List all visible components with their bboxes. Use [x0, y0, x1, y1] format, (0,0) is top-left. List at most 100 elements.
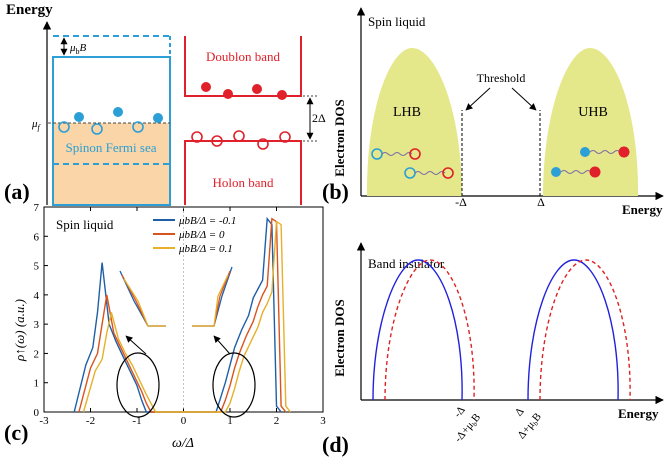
x-tick-label: -1	[132, 415, 141, 427]
panel-c-lines	[73, 216, 291, 413]
inset-left-line-0	[119, 270, 166, 327]
x-tick-label: 3	[320, 415, 326, 427]
doublon	[201, 82, 211, 92]
panel-b-label: (b)	[322, 179, 349, 204]
holon	[279, 131, 291, 143]
panel-c: -3 -2 -1 0 1 2 3 0 1 2 3 4 5 6 7 Spin liquid μbB/Δ = -…	[4, 202, 326, 451]
lower-band-solid	[372, 259, 463, 401]
y-tick-label: 5	[34, 261, 40, 273]
panel-c-insets	[119, 266, 233, 327]
upper-band-dashed	[539, 259, 631, 401]
doublon	[252, 84, 262, 94]
panel-a-label: (a)	[4, 179, 30, 204]
holon	[409, 148, 421, 160]
y-tick-label: 1	[34, 378, 40, 390]
spinon-filled	[113, 107, 123, 117]
panel-d-ylabel: Electron DOS	[332, 299, 347, 376]
zeeman-label: μbB	[69, 42, 87, 56]
inset-right-line-2	[192, 274, 229, 327]
panel-d: Electron DOS Energy Band insulator -Δ -Δ…	[322, 242, 664, 457]
y-tick-label: 7	[34, 202, 40, 214]
y-tick-label: 2	[34, 348, 40, 360]
legend-label-0: μbB/Δ = -0.1	[178, 215, 236, 227]
series-line-0	[73, 216, 282, 413]
holon	[257, 138, 269, 150]
inset-left-line-2	[123, 278, 166, 327]
x-tick-label: 0	[181, 415, 187, 427]
panel-a: Energy μbB μf Spinon Fermi sea Doublon b…	[4, 2, 326, 206]
panel-d-xlabel: Energy	[618, 406, 659, 421]
lhb-dos	[366, 48, 462, 196]
spinon-filled	[74, 112, 84, 122]
panel-c-legend: μbB/Δ = -0.1 μbB/Δ = 0 μbB/Δ = 0.1	[153, 215, 236, 255]
spinon-hole	[58, 121, 70, 133]
threshold-label: Threshold	[477, 71, 526, 85]
panel-c-ticks: -3 -2 -1 0 1 2 3 0 1 2 3 4 5 6 7	[34, 202, 327, 427]
holon	[233, 130, 245, 142]
lhb-label: LHB	[393, 105, 421, 120]
lower-band-dashed	[384, 259, 475, 401]
spinon-filled	[580, 147, 590, 157]
zoom-circle-left	[116, 352, 160, 418]
y-tick-label: 4	[34, 290, 40, 302]
panel-b-xlabel: Energy	[622, 202, 663, 217]
y-tick-label: 6	[34, 231, 40, 243]
holon	[191, 131, 203, 143]
threshold-arrow-left	[465, 87, 491, 111]
zoom-circle-right	[212, 352, 256, 418]
panel-d-tick-pos-delta: Δ	[513, 406, 527, 419]
y-tick-label: 0	[34, 407, 40, 419]
zoom-arrow-right	[213, 335, 231, 355]
x-tick-label: 1	[227, 415, 233, 427]
doublon	[618, 146, 630, 158]
legend-label-2: μbB/Δ = 0.1	[178, 243, 233, 255]
string-wave	[381, 152, 413, 156]
panel-a-energy-label: Energy	[6, 2, 53, 18]
panel-d-tick-neg-delta: -Δ	[452, 404, 468, 420]
x-tick-label: -2	[86, 415, 95, 427]
uhb-label: UHB	[578, 105, 608, 120]
series-line-2	[82, 220, 291, 413]
string-wave	[589, 150, 621, 154]
doublon	[223, 89, 233, 99]
zoom-arrow-left	[125, 335, 147, 355]
uhb-dos	[543, 48, 639, 196]
x-tick-label: 2	[274, 415, 280, 427]
panel-b-ylabel: Electron DOS	[332, 99, 347, 176]
fermi-level-label: μf	[31, 118, 42, 132]
inset-right-line-0	[192, 266, 233, 327]
string-wave	[414, 171, 446, 175]
panel-b-tick-neg-delta: -Δ	[455, 195, 467, 209]
inset-right-line-1	[192, 270, 231, 327]
panel-d-label: (d)	[322, 432, 349, 457]
spinon-hole	[91, 123, 103, 135]
panel-c-label: (c)	[4, 420, 28, 445]
panel-c-xlabel: ω/Δ	[172, 436, 194, 451]
spinon-filled	[551, 167, 561, 177]
spinon-box	[52, 56, 171, 206]
upper-band-solid	[527, 259, 619, 401]
spinon-sea-fill	[53, 123, 170, 205]
legend-label-1: μbB/Δ = 0	[178, 229, 225, 241]
spinon-hole	[132, 121, 144, 133]
panel-b-tick-pos-delta: Δ	[537, 195, 545, 209]
doublon	[277, 90, 287, 100]
panel-c-annotation: Spin liquid	[56, 217, 114, 232]
y-tick-label: 3	[34, 319, 40, 331]
holon-band	[184, 140, 302, 205]
doublon	[589, 166, 601, 178]
holon	[442, 167, 454, 179]
string-wave	[560, 170, 592, 174]
panel-b: Electron DOS Energy Spin liquid LHB UHB …	[322, 7, 664, 217]
spinon-filled	[153, 113, 163, 123]
gap-label: 2Δ	[312, 111, 326, 125]
holon	[211, 135, 223, 147]
spinon-label: Spinon Fermi sea	[66, 140, 157, 155]
doublon-band	[184, 36, 302, 97]
doublon-label: Doublon band	[206, 49, 281, 64]
series-line-1	[78, 217, 287, 413]
panel-d-title: Band insulator	[368, 256, 445, 271]
panel-b-title: Spin liquid	[368, 14, 426, 29]
inset-left-line-1	[121, 274, 166, 327]
